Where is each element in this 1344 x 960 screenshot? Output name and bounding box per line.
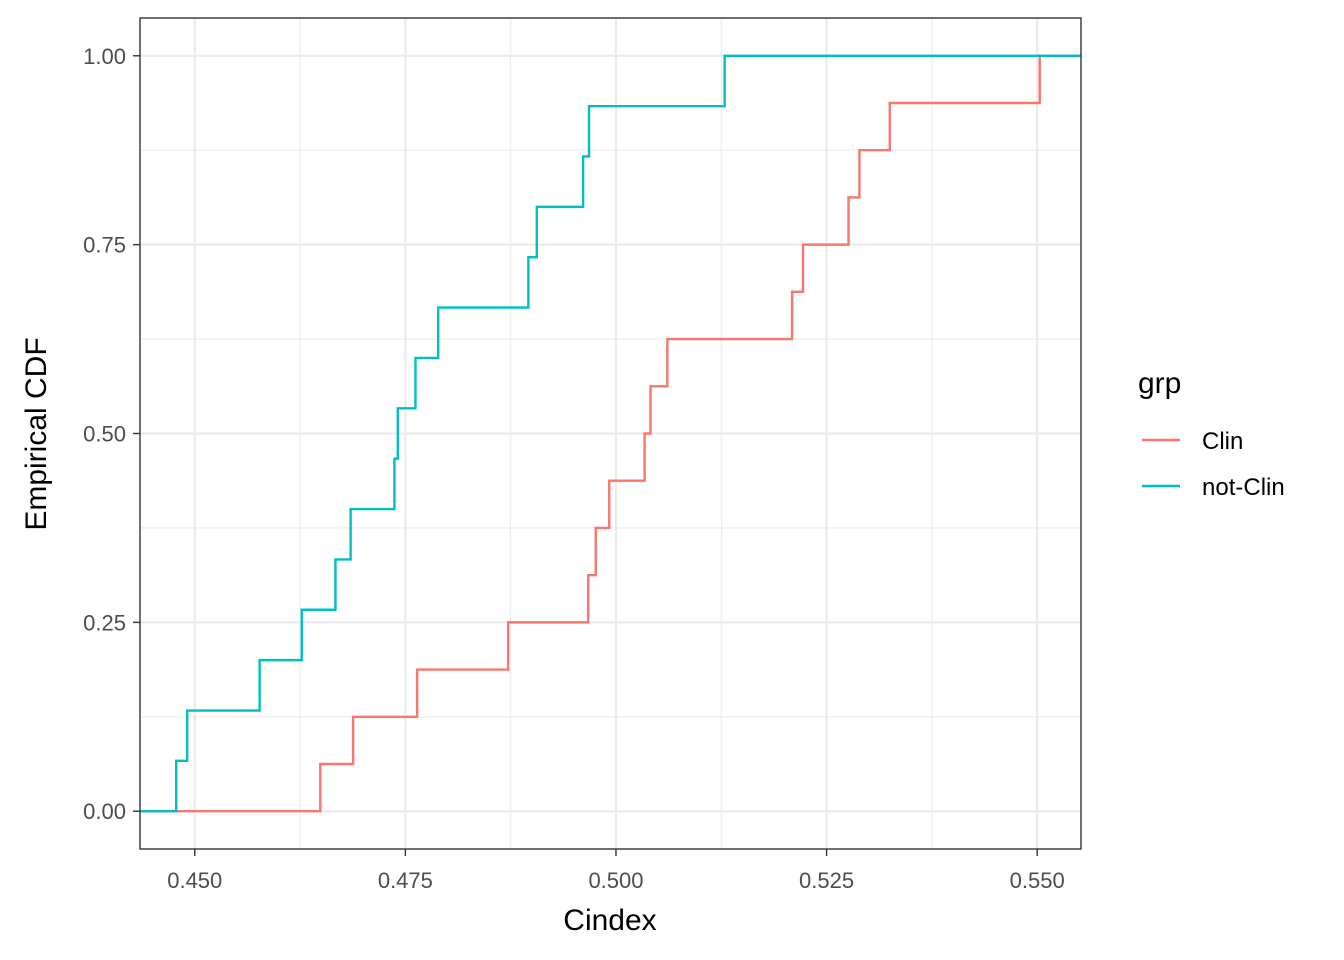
series-lines <box>140 54 1081 813</box>
y-axis: 0.00 0.25 0.50 0.75 1.00 <box>83 44 140 824</box>
x-tick-label: 0.500 <box>588 868 643 893</box>
legend-label-not-clin: not-Clin <box>1202 474 1285 501</box>
x-axis: 0.450 0.475 0.500 0.525 0.550 <box>167 849 1065 893</box>
legend-title: grp <box>1138 367 1181 400</box>
y-tick-label: 0.75 <box>83 233 126 258</box>
legend: grp Clin not-Clin <box>1138 367 1285 501</box>
x-tick-label: 0.475 <box>378 868 433 893</box>
y-axis-title: Empirical CDF <box>20 337 53 530</box>
major-gridlines <box>140 18 1081 849</box>
x-tick-label: 0.450 <box>167 868 222 893</box>
y-tick-label: 0.25 <box>83 610 126 635</box>
x-tick-label: 0.525 <box>799 868 854 893</box>
y-tick-label: 0.50 <box>83 422 126 447</box>
series-line-clin <box>140 54 1081 813</box>
x-tick-label: 0.550 <box>1010 868 1065 893</box>
series-line-not-clin <box>140 54 1081 813</box>
y-tick-label: 0.00 <box>83 799 126 824</box>
legend-items: Clin not-Clin <box>1142 428 1285 501</box>
y-tick-label: 1.00 <box>83 44 126 69</box>
legend-label-clin: Clin <box>1202 428 1243 455</box>
x-axis-title: Cindex <box>563 904 656 937</box>
